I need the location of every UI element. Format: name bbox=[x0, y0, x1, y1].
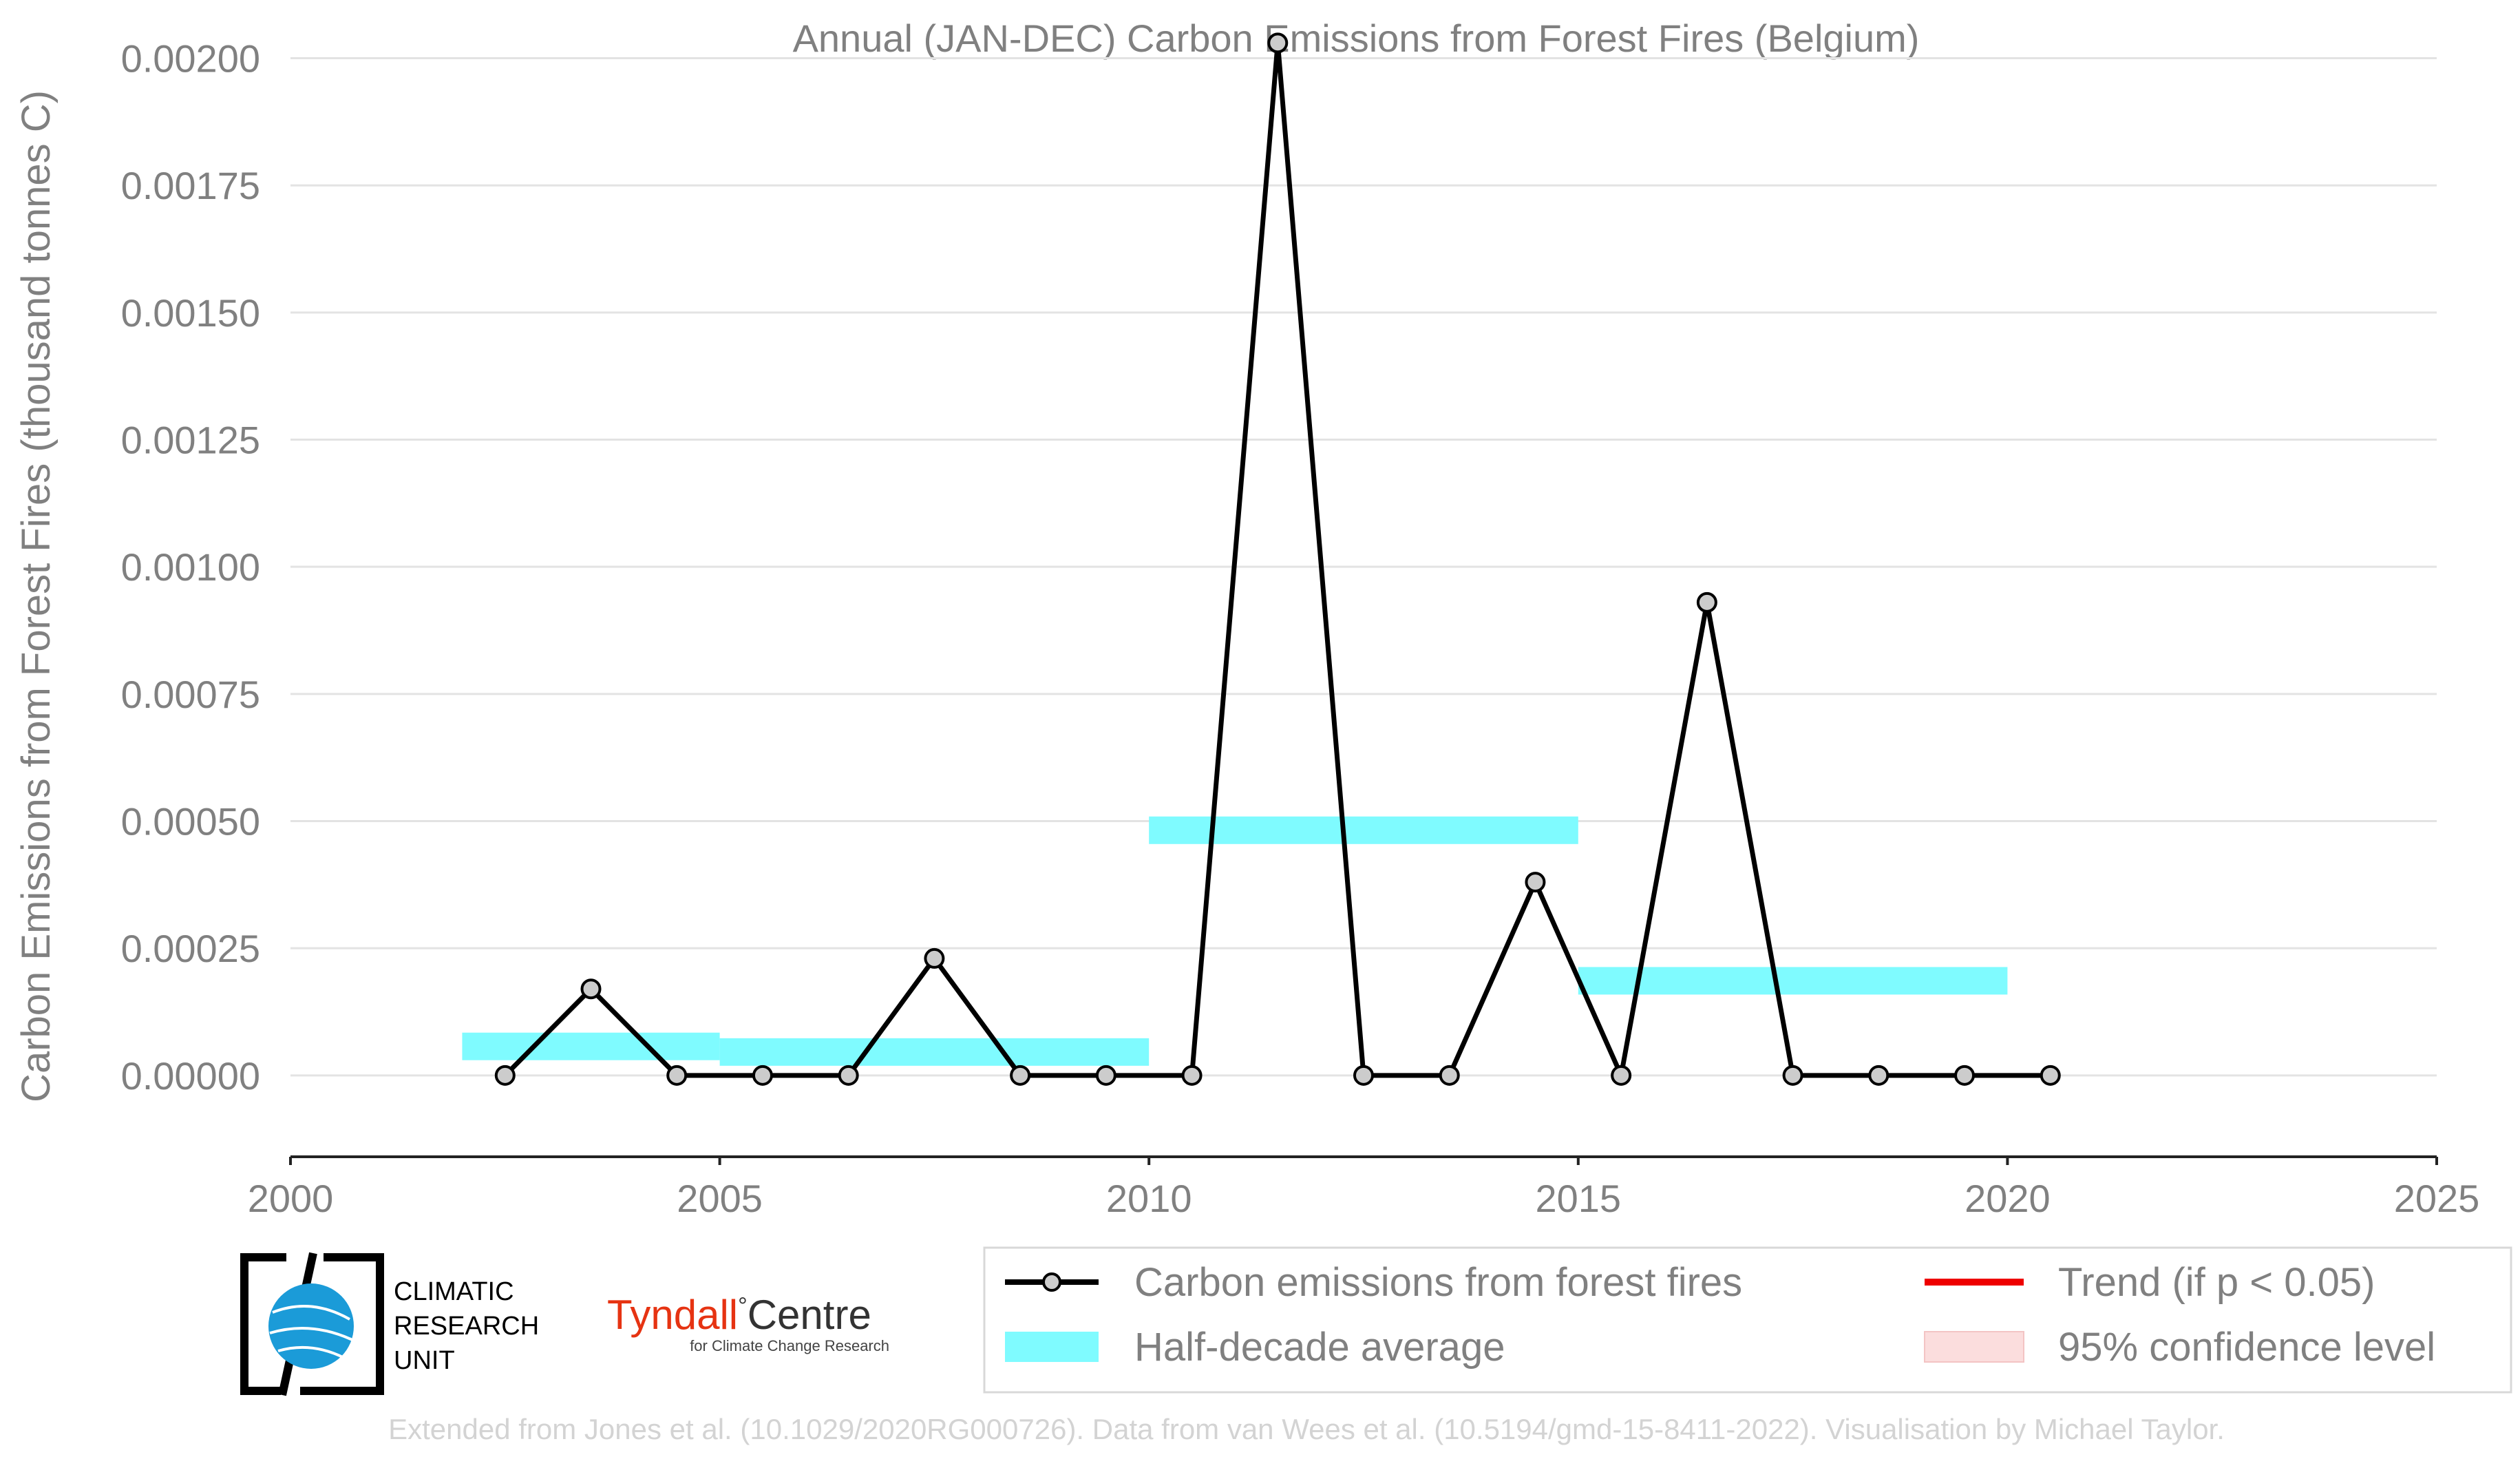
cru-logo: CLIMATIC RESEARCH UNIT bbox=[240, 1252, 539, 1396]
x-tick-label: 2005 bbox=[677, 1177, 763, 1220]
x-tick-label: 2010 bbox=[1106, 1177, 1192, 1220]
emissions-point bbox=[1439, 1065, 1460, 1086]
legend-label-ci: 95% confidence level bbox=[2058, 1325, 2435, 1370]
emissions-point bbox=[1181, 1065, 1203, 1086]
x-tick-label: 2000 bbox=[248, 1177, 334, 1220]
tyndall-logo-text: Tyndall°Centre bbox=[607, 1292, 871, 1338]
emissions-point bbox=[1696, 591, 1717, 613]
half-decade-bar bbox=[462, 1032, 720, 1060]
emissions-point bbox=[1611, 1065, 1632, 1086]
cru-logo-line3: UNIT bbox=[394, 1346, 455, 1375]
y-tick-label: 0.00125 bbox=[121, 419, 260, 462]
legend-box bbox=[983, 1246, 2512, 1394]
y-tick-label: 0.00100 bbox=[121, 545, 260, 589]
emissions-point bbox=[494, 1065, 516, 1086]
legend: Carbon emissions from forest fires Trend… bbox=[983, 1246, 2512, 1394]
footer-credits: Extended from Jones et al. (10.1029/2020… bbox=[388, 1413, 2225, 1445]
tyndall-logo: Tyndall°Centre for Climate Change Resear… bbox=[607, 1292, 889, 1354]
y-tick-label: 0.00200 bbox=[121, 37, 260, 81]
emissions-point bbox=[666, 1065, 688, 1086]
chart-title: Annual (JAN-DEC) Carbon Emissions from F… bbox=[793, 17, 1920, 60]
x-axis: 2000 2005 2010 2015 2020 2025 bbox=[248, 1155, 2480, 1220]
emissions-line bbox=[503, 43, 2051, 1084]
gridlines bbox=[290, 57, 2437, 1077]
emissions-point bbox=[2040, 1065, 2061, 1086]
emissions-point bbox=[752, 1065, 773, 1086]
emissions-point bbox=[580, 978, 602, 1000]
half-decade-bar bbox=[1578, 967, 2008, 995]
tyndall-logo-subtitle: for Climate Change Research bbox=[690, 1337, 889, 1354]
y-tick-label: 0.00000 bbox=[121, 1054, 260, 1098]
emissions-point bbox=[1782, 1065, 1803, 1086]
y-tick-label: 0.00175 bbox=[121, 164, 260, 207]
half-decade-bar bbox=[719, 1038, 1150, 1066]
emissions-point bbox=[838, 1065, 859, 1086]
x-tick-label: 2015 bbox=[1536, 1177, 1622, 1220]
legend-ci-swatch bbox=[1924, 1331, 2024, 1363]
legend-label-emissions: Carbon emissions from forest fires bbox=[1134, 1260, 1742, 1305]
x-tick-label: 2020 bbox=[1965, 1177, 2051, 1220]
legend-label-halfdecade: Half-decade average bbox=[1134, 1325, 1505, 1370]
legend-halfdecade-swatch bbox=[1005, 1332, 1099, 1362]
emissions-point bbox=[1353, 1065, 1374, 1086]
emissions-point bbox=[1868, 1065, 1889, 1086]
emissions-point bbox=[1954, 1065, 1976, 1086]
emissions-point bbox=[924, 947, 945, 969]
emissions-point bbox=[1095, 1065, 1116, 1086]
emissions-point bbox=[1525, 872, 1546, 893]
y-tick-label: 0.00150 bbox=[121, 291, 260, 335]
legend-label-trend: Trend (if p < 0.05) bbox=[2058, 1260, 2375, 1305]
emissions-series bbox=[494, 32, 2061, 1086]
half-decade-bars bbox=[462, 816, 2008, 1066]
y-axis-label: Carbon Emissions from Forest Fires (thou… bbox=[14, 90, 59, 1102]
y-tick-label: 0.00025 bbox=[121, 927, 260, 970]
y-tick-label: 0.00050 bbox=[121, 800, 260, 843]
legend-marker-swatch bbox=[1042, 1272, 1061, 1292]
cru-logo-line1: CLIMATIC bbox=[394, 1277, 514, 1306]
cru-logo-line2: RESEARCH bbox=[394, 1312, 539, 1341]
y-tick-label: 0.00075 bbox=[121, 673, 260, 716]
cru-logo-mark bbox=[240, 1252, 384, 1396]
emissions-point bbox=[1010, 1065, 1031, 1086]
x-tick-label: 2025 bbox=[2394, 1177, 2480, 1220]
emissions-point bbox=[1267, 32, 1289, 54]
half-decade-bar bbox=[1149, 816, 1578, 844]
y-axis-ticks: 0.00000 0.00025 0.00050 0.00075 0.00100 0.001… bbox=[121, 37, 260, 1098]
